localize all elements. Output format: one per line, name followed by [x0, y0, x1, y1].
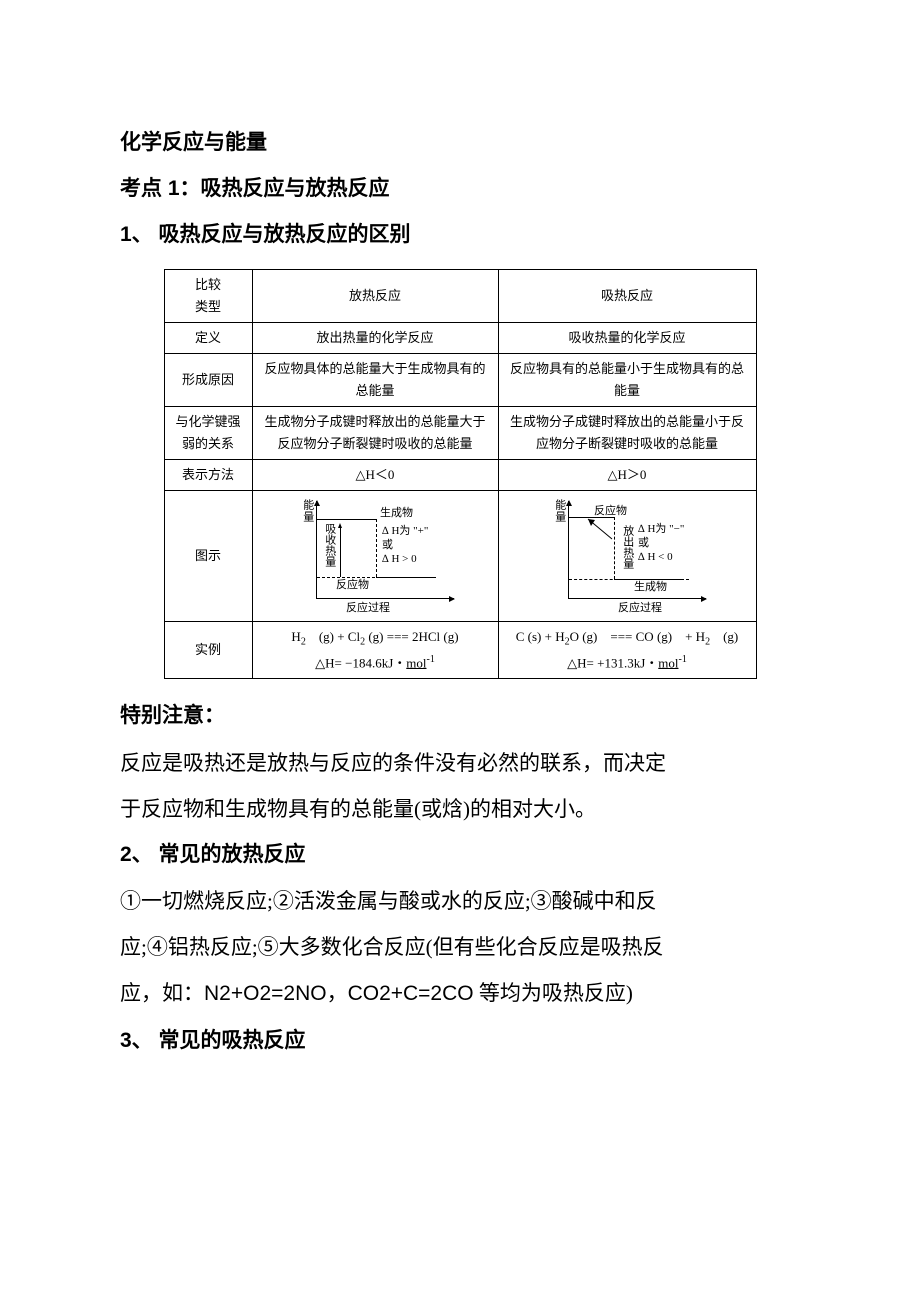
dh-sign: ∆ H为 "+" [382, 525, 428, 538]
note-heading: 特别注意： [120, 693, 800, 739]
section-1-heading: 1、 吸热反应与放热反应的区别 [120, 212, 800, 258]
header-endo-cell: 吸热反应 [498, 269, 756, 322]
dh-ineq: ∆ H > 0 [382, 553, 417, 566]
table-row: 定义 放出热量的化学反应 吸收热量的化学反应 [164, 322, 756, 353]
cell-cause-a: 反应物具体的总能量大于生成物具有的总能量 [252, 353, 498, 406]
row-label: 实例 [164, 622, 252, 679]
comparison-table-wrap: 比较 类型 放热反应 吸热反应 定义 放出热量的化学反应 吸收热量的化学反应 形… [120, 269, 800, 680]
section-2-title: 常见的放热反应 [159, 843, 306, 866]
dh-sign: ∆ H为 "−" [638, 523, 684, 536]
cell-bond-a: 生成物分子成键时释放出的总能量大于反应物分子断裂键时吸收的总能量 [252, 407, 498, 460]
diagram-exothermic: 能量 反应过程 生成物 反应物 吸收热量 [252, 491, 498, 622]
level-top [316, 519, 376, 520]
header-exo-cell: 放热反应 [252, 269, 498, 322]
dh-or: 或 [382, 539, 393, 552]
y-axis [568, 501, 569, 599]
table-row: 与化学键强 弱的关系 生成物分子成键时释放出的总能量大于反应物分子断裂键时吸收的… [164, 407, 756, 460]
table-row: 形成原因 反应物具体的总能量大于生成物具有的总能量 反应物具有的总能量小于生成物… [164, 353, 756, 406]
section-3-title: 常见的吸热反应 [159, 1029, 306, 1052]
section-3-number: 3、 [120, 1029, 153, 1052]
table-row: 表示方法 △H＜0 △H＞0 [164, 460, 756, 491]
product-label: 生成物 [380, 507, 413, 520]
dh-ineq: ∆ H < 0 [638, 551, 673, 564]
cell-bond-b: 生成物分子成键时释放出的总能量小于反应物分子断裂键时吸收的总能量 [498, 407, 756, 460]
cell-def-a: 放出热量的化学反应 [252, 322, 498, 353]
energy-direction-label: 吸收热量 [320, 523, 339, 567]
doc-title: 化学反应与能量 [120, 120, 800, 166]
table-row: 实例 H2 (g) + Cl2 (g) === 2HCl (g) △H= −18… [164, 622, 756, 679]
row-label: 表示方法 [164, 460, 252, 491]
section-3-heading: 3、 常见的吸热反应 [120, 1018, 800, 1064]
section-1-title: 吸热反应与放热反应的区别 [159, 223, 411, 246]
table-row: 图示 能量 反应过程 生成物 反应物 吸收热量 [164, 491, 756, 622]
row-label: 与化学键强 弱的关系 [164, 407, 252, 460]
cell-expr-a: △H＜0 [252, 460, 498, 491]
section-1-number: 1、 [120, 223, 153, 246]
comparison-table: 比较 类型 放热反应 吸热反应 定义 放出热量的化学反应 吸收热量的化学反应 形… [164, 269, 757, 680]
diagram-endothermic: 能量 反应过程 反应物 生成物 [498, 491, 756, 622]
note-body-line: 反应是吸热还是放热与反应的条件没有必然的联系，而决定 [120, 740, 800, 786]
reactant-label: 反应物 [336, 579, 369, 592]
y-axis [316, 501, 317, 599]
section-2-heading: 2、 常见的放热反应 [120, 832, 800, 878]
page: 化学反应与能量 考点 1：吸热反应与放热反应 1、 吸热反应与放热反应的区别 比… [0, 0, 920, 1124]
cell-cause-b: 反应物具有的总能量小于生成物具有的总能量 [498, 353, 756, 406]
table-row: 比较 类型 放热反应 吸热反应 [164, 269, 756, 322]
section-2-body-line: ①一切燃烧反应;②活泼金属与酸或水的反应;③酸碱中和反 [120, 878, 800, 924]
dash-drop [376, 519, 377, 577]
example-exo: H2 (g) + Cl2 (g) === 2HCl (g) △H= −184.6… [252, 622, 498, 679]
x-axis-label: 反应过程 [346, 599, 390, 618]
cell-def-b: 吸收热量的化学反应 [498, 322, 756, 353]
row-label: 定义 [164, 322, 252, 353]
dh-or: 或 [638, 537, 649, 550]
header-label-cell: 比较 类型 [164, 269, 252, 322]
row-label: 形成原因 [164, 353, 252, 406]
arrow-icon [586, 517, 616, 541]
section-2-body-line: 应，如：N2+O2=2NO，CO2+C=2CO 等均为吸热反应) [120, 970, 800, 1017]
energy-direction-label: 放出热量 [618, 525, 637, 569]
level-bottom [376, 577, 436, 578]
product-label: 生成物 [634, 581, 667, 594]
section-2-number: 2、 [120, 843, 153, 866]
note-body-line: 于反应物和生成物具有的总能量(或焓)的相对大小。 [120, 786, 800, 832]
example-endo: C (s) + H2O (g) === CO (g) + H2 (g) △H= … [498, 622, 756, 679]
cell-expr-b: △H＞0 [498, 460, 756, 491]
kaodian-1-heading: 考点 1：吸热反应与放热反应 [120, 166, 800, 212]
section-2-body-line: 应;④铝热反应;⑤大多数化合反应(但有些化合反应是吸热反 [120, 924, 800, 970]
x-axis-label: 反应过程 [618, 599, 662, 618]
reactant-label: 反应物 [594, 505, 627, 518]
row-label: 图示 [164, 491, 252, 622]
